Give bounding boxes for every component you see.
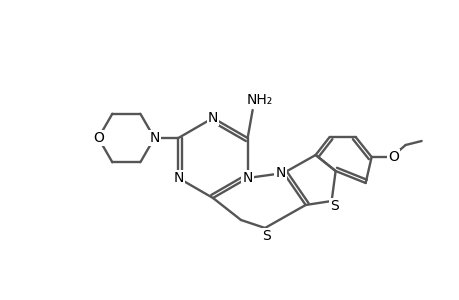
Text: N: N [207,111,218,125]
Text: N: N [275,166,285,180]
Text: O: O [387,150,398,164]
Text: S: S [262,229,271,243]
Text: NH₂: NH₂ [246,93,272,107]
Text: N: N [173,171,183,185]
Text: N: N [242,171,252,185]
Text: N: N [149,131,159,145]
Text: O: O [93,131,104,145]
Text: S: S [330,199,338,213]
